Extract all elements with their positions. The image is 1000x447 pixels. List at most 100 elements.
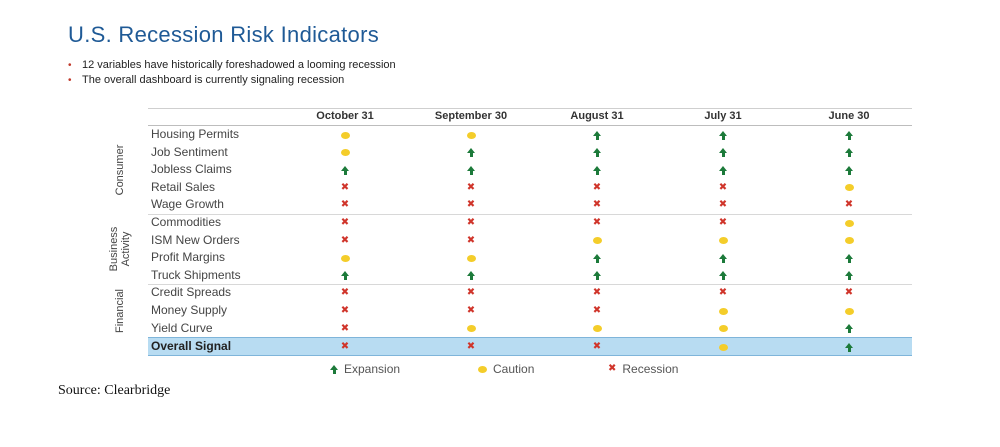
recession-cross-icon: ✖ xyxy=(466,287,476,299)
table-row: Commodities ✖ ✖ ✖ ✖ xyxy=(148,214,912,232)
table-header-rule xyxy=(148,125,912,126)
row-label: Jobless Claims xyxy=(151,162,232,177)
bullet-marker: • xyxy=(68,60,72,71)
signal-cell: ✖ xyxy=(285,214,405,232)
recession-cross-icon: ✖ xyxy=(592,287,602,299)
recession-cross-icon: ✖ xyxy=(340,305,350,316)
recession-cross-icon: ✖ xyxy=(340,181,350,193)
expansion-arrow-icon xyxy=(593,130,601,140)
signal-cell: ✖ xyxy=(411,232,531,250)
row-label: Wage Growth xyxy=(151,197,224,212)
signal-cell xyxy=(789,302,909,320)
signal-cell xyxy=(285,144,405,162)
recession-cross-icon: ✖ xyxy=(466,217,476,228)
bullet-list: • 12 variables have historically foreshad… xyxy=(68,58,396,88)
table-row: Retail Sales ✖ ✖ ✖ ✖ xyxy=(148,179,912,197)
signal-cell xyxy=(663,126,783,144)
column-header: August 31 xyxy=(570,110,624,122)
caution-dot-icon xyxy=(466,254,476,262)
caution-dot-icon xyxy=(844,307,854,315)
signal-cell xyxy=(285,126,405,144)
signal-cell xyxy=(537,126,657,144)
recession-cross-icon: ✖ xyxy=(340,322,350,334)
table-row: ISM New Orders ✖ ✖ xyxy=(148,232,912,250)
signal-cell: ✖ xyxy=(411,179,531,197)
expansion-arrow-icon xyxy=(341,165,349,175)
signal-cell: ✖ xyxy=(537,196,657,214)
signal-cell xyxy=(285,161,405,179)
indicator-table: October 31 September 30 August 31 July 31 Ju… xyxy=(100,108,912,360)
table-top-rule xyxy=(148,108,912,109)
signal-cell xyxy=(789,144,909,162)
signal-cell xyxy=(537,232,657,250)
expansion-arrow-icon xyxy=(467,148,475,158)
caution-dot-icon xyxy=(466,131,476,139)
signal-cell xyxy=(537,320,657,338)
expansion-arrow-icon xyxy=(845,148,853,158)
group-separator xyxy=(148,214,912,215)
caution-dot-icon xyxy=(718,325,728,333)
caution-dot-icon xyxy=(718,307,728,315)
column-header: September 30 xyxy=(434,110,508,122)
signal-cell: ✖ xyxy=(789,284,909,302)
bullet-item: • The overall dashboard is currently sign… xyxy=(68,73,396,88)
table-row: Housing Permits xyxy=(148,126,912,144)
signal-cell xyxy=(789,214,909,232)
row-label: Money Supply xyxy=(151,303,228,317)
legend-label: Recession xyxy=(622,362,679,376)
legend-label: Caution xyxy=(493,362,535,376)
row-label: Profit Margins xyxy=(151,250,226,265)
expansion-arrow-icon xyxy=(341,271,349,281)
group-label: Financial xyxy=(114,288,126,333)
bullet-text: 12 variables have historically foreshado… xyxy=(82,59,396,71)
signal-cell: ✖ xyxy=(537,214,657,232)
signal-cell: ✖ xyxy=(285,284,405,302)
caution-dot-icon xyxy=(844,184,854,192)
caution-dot-icon xyxy=(592,325,602,333)
expansion-arrow-icon xyxy=(719,253,727,263)
signal-cell: ✖ xyxy=(285,302,405,320)
recession-cross-icon: ✖ xyxy=(608,363,617,374)
row-label: ISM New Orders xyxy=(151,232,240,247)
recession-cross-icon: ✖ xyxy=(718,199,728,211)
signal-cell: ✖ xyxy=(663,179,783,197)
recession-cross-icon: ✖ xyxy=(592,199,602,211)
expansion-arrow-icon xyxy=(593,148,601,158)
expansion-arrow-icon xyxy=(845,165,853,175)
row-label: Yield Curve xyxy=(151,320,213,335)
signal-cell xyxy=(537,161,657,179)
column-header: October 31 xyxy=(316,110,374,122)
table-row: Profit Margins xyxy=(148,249,912,267)
expansion-arrow-icon xyxy=(719,165,727,175)
recession-cross-icon: ✖ xyxy=(340,234,350,246)
signal-cell: ✖ xyxy=(537,179,657,197)
caution-dot-icon xyxy=(844,237,854,245)
recession-cross-icon: ✖ xyxy=(340,341,350,353)
recession-cross-icon: ✖ xyxy=(340,199,350,211)
recession-cross-icon: ✖ xyxy=(592,181,602,193)
recession-cross-icon: ✖ xyxy=(466,305,476,316)
expansion-arrow-icon xyxy=(845,324,853,334)
caution-dot-icon xyxy=(592,237,602,245)
signal-cell xyxy=(789,161,909,179)
signal-cell xyxy=(789,179,909,197)
signal-cell xyxy=(663,161,783,179)
table-row: Job Sentiment xyxy=(148,144,912,162)
expansion-arrow-icon xyxy=(593,271,601,281)
signal-cell: ✖ xyxy=(537,284,657,302)
signal-cell: ✖ xyxy=(411,284,531,302)
signal-cell xyxy=(789,232,909,250)
table-row: Wage Growth ✖ ✖ ✖ ✖ ✖ xyxy=(148,196,912,214)
table-row: Credit Spreads ✖ ✖ ✖ ✖ ✖ xyxy=(148,284,912,302)
expansion-arrow-icon xyxy=(467,271,475,281)
group-label: Consumer xyxy=(114,144,126,196)
recession-cross-icon: ✖ xyxy=(592,341,602,353)
row-label: Retail Sales xyxy=(151,179,216,194)
row-label: Commodities xyxy=(151,215,222,229)
signal-cell xyxy=(789,126,909,144)
column-header: June 30 xyxy=(828,110,870,122)
expansion-arrow-icon xyxy=(845,130,853,140)
expansion-arrow-icon xyxy=(719,130,727,140)
row-label: Housing Permits xyxy=(151,127,240,141)
bullet-item: • 12 variables have historically foreshad… xyxy=(68,58,396,73)
